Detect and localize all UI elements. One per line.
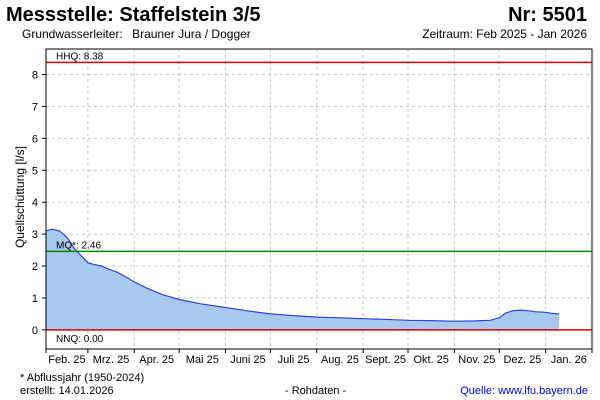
station-number: Nr: 5501 [508, 4, 587, 26]
y-tick-label: 1 [32, 293, 38, 305]
x-tick-label: Juni 25 [230, 354, 265, 366]
y-tick-label: 0 [32, 325, 38, 337]
reference-label: MQ*: 2.46 [56, 240, 101, 251]
discharge-area [46, 229, 560, 330]
created-date: erstellt: 14.01.2026 [20, 385, 114, 397]
x-tick-label: Sept. 25 [365, 354, 406, 366]
period-label: Zeitraum: Feb 2025 - Jan 2026 [422, 27, 587, 41]
x-tick-label: Mrz. 25 [93, 354, 130, 366]
station-title: Messstelle: Staffelstein 3/5 [6, 4, 261, 26]
x-tick-label: Aug. 25 [321, 354, 359, 366]
x-tick-label: Nov. 25 [458, 354, 495, 366]
x-tick-label: Feb. 25 [48, 354, 85, 366]
y-tick-label: 7 [32, 101, 38, 113]
reference-lines: HHQ: 8.38 MQ*: 2.46 NNQ: 0.00 [46, 51, 592, 345]
aquifer-info: Grundwasserleiter: Brauner Jura / Dogger [22, 27, 257, 41]
y-tick-label: 6 [32, 133, 38, 145]
area-layer [45, 228, 560, 330]
x-tick-label: Okt. 25 [413, 354, 448, 366]
y-tick-label: 8 [32, 70, 38, 82]
y-tick-label: 5 [32, 165, 38, 177]
axis-layer: 0 1 2 3 4 5 6 7 8 Feb. 25 Mrz. 25 Apr. 25 Mai 25 Juni… [32, 70, 593, 366]
x-tick-label: Jan. 26 [551, 354, 587, 366]
aquifer-value: Brauner Jura / Dogger [132, 27, 251, 41]
footnote: * Abflussjahr (1950-2024) [20, 372, 145, 384]
x-tick-label: Apr. 25 [139, 354, 174, 366]
x-tick-label: Juli 25 [278, 354, 310, 366]
reference-label: HHQ: 8.38 [56, 51, 104, 62]
y-axis-label: Quellschüttung [l/s] [13, 146, 27, 248]
x-tick-label: Dez. 25 [503, 354, 541, 366]
source-link[interactable]: Quelle: www.lfu.bayern.de [460, 385, 588, 397]
raw-data-label: - Rohdaten - [285, 385, 347, 397]
plot-frame [45, 48, 593, 350]
y-tick-label: 2 [32, 261, 38, 273]
y-tick-label: 3 [32, 229, 38, 241]
aquifer-label: Grundwasserleiter: [22, 27, 123, 41]
x-tick-label: Mai 25 [186, 354, 219, 366]
y-tick-label: 4 [32, 197, 38, 209]
discharge-line [45, 228, 560, 322]
reference-label: NNQ: 0.00 [56, 334, 104, 345]
